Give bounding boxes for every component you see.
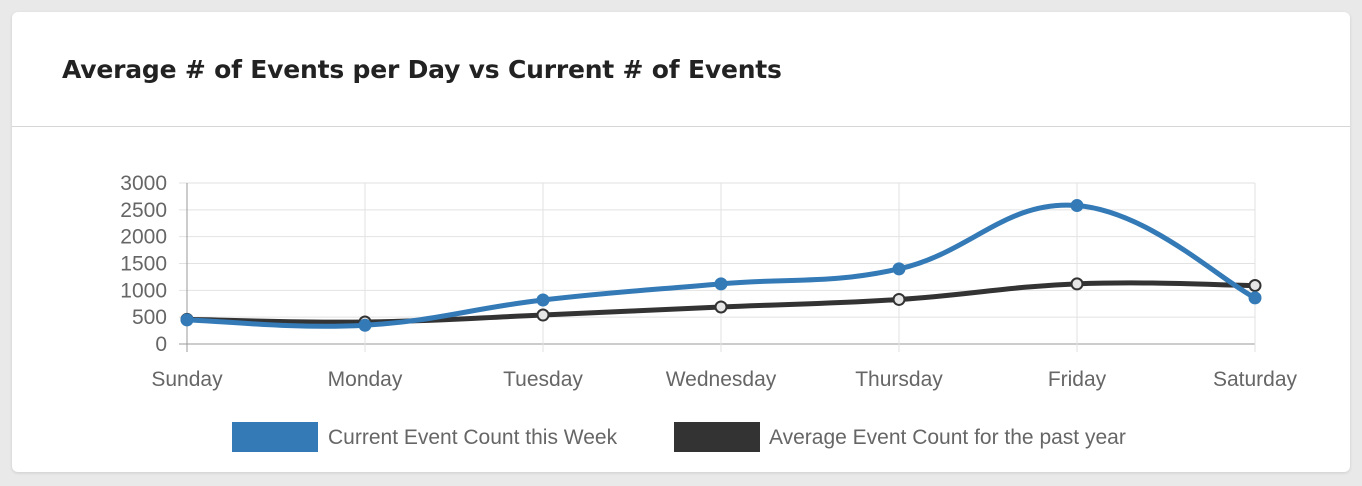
x-tick-label: Wednesday [666,368,777,391]
data-point-average [1070,277,1084,291]
data-point-average [714,300,728,314]
legend-label-current: Current Event Count this Week [328,426,618,449]
data-point-current [892,262,906,276]
x-tick-label: Monday [328,368,403,391]
data-point-average [892,292,906,306]
chart-card: Average # of Events per Day vs Current #… [12,12,1350,472]
chart-series [180,199,1262,332]
data-point-current [714,277,728,291]
chart-axes: 0 500 1000 1500 2000 2500 3000 Sunday Monday Tues… [120,172,1297,391]
data-point-current [1248,291,1262,305]
y-tick-label: 500 [132,306,167,329]
y-tick-label: 0 [155,333,167,356]
y-tick-label: 1500 [120,253,167,276]
card-header: Average # of Events per Day vs Current #… [12,12,1350,127]
data-point-current [1070,199,1084,213]
x-tick-label: Saturday [1213,368,1298,391]
x-tick-label: Tuesday [503,368,583,391]
data-point-current [536,293,550,307]
y-tick-label: 2500 [120,199,167,222]
legend-swatch-current [232,422,318,452]
legend-swatch-average [674,422,760,452]
legend-label-average: Average Event Count for the past year [769,426,1126,449]
data-point-average [1248,279,1262,293]
x-tick-label: Thursday [855,368,943,391]
y-tick-label: 1000 [120,279,167,302]
x-tick-label: Friday [1048,368,1107,391]
data-point-current [180,313,194,327]
data-point-current [358,318,372,332]
chart-grid [179,182,1256,352]
chart-legend: Current Event Count this Week Average Eve… [232,422,1126,452]
chart-title: Average # of Events per Day vs Current #… [62,55,782,84]
y-tick-label: 3000 [120,172,167,195]
x-tick-label: Sunday [151,368,223,391]
y-tick-label: 2000 [120,226,167,249]
data-point-average [536,308,550,322]
